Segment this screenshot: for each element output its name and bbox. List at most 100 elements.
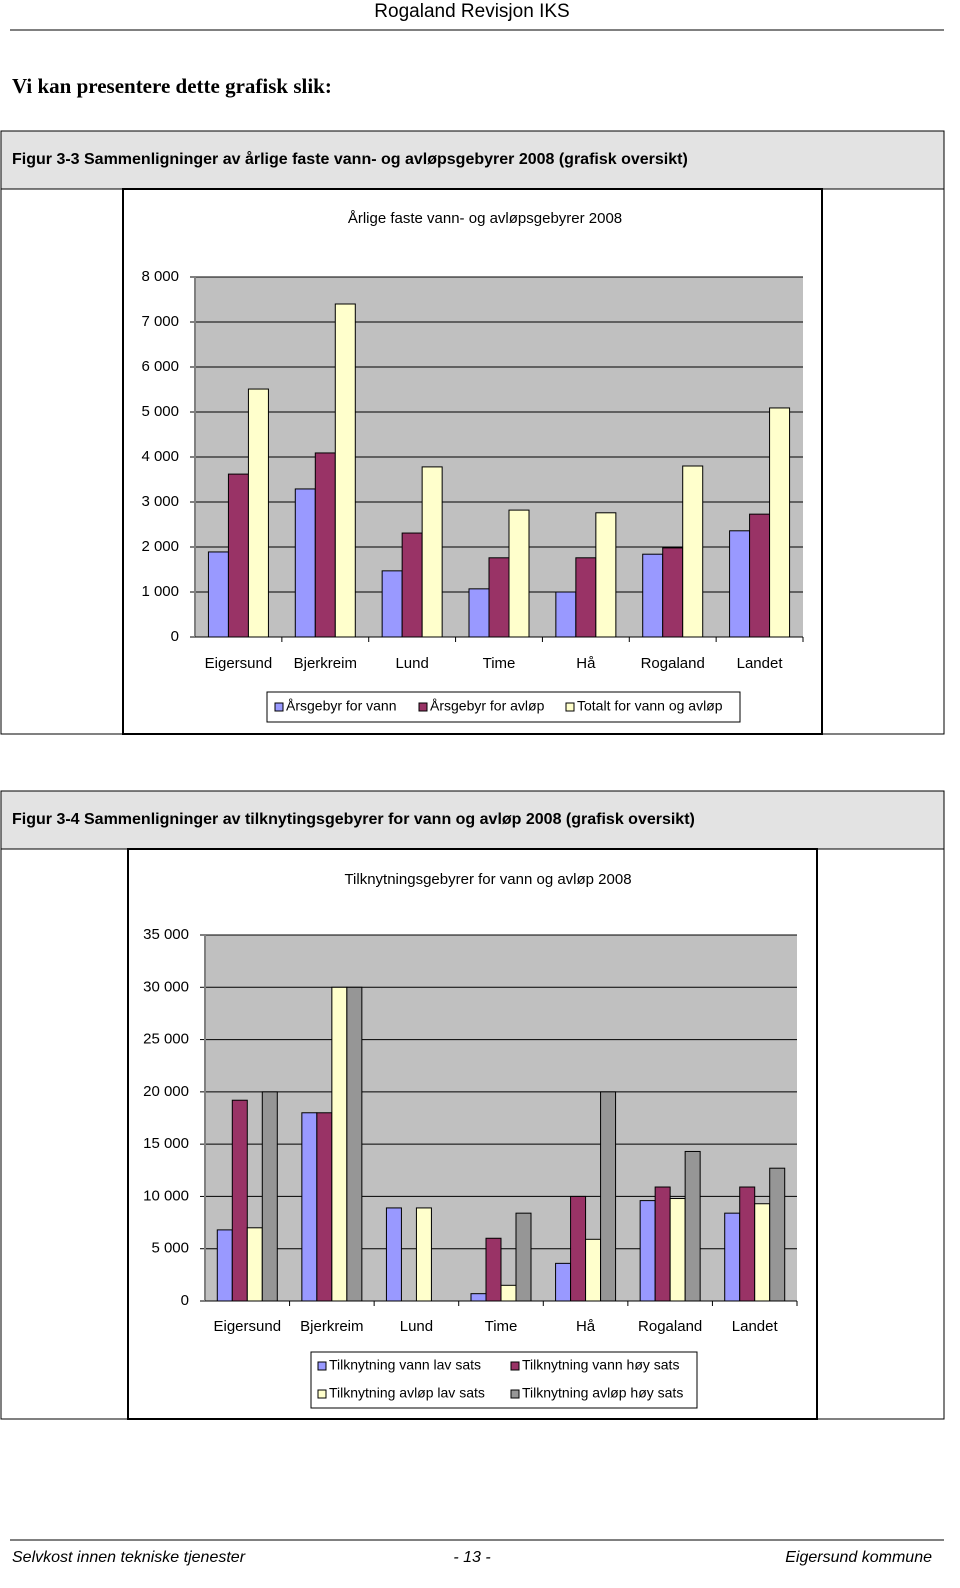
page-header: Rogaland Revisjon IKS — [374, 1, 569, 22]
y-tick-label: 30 000 — [143, 978, 189, 995]
legend-box — [310, 1351, 698, 1409]
bar — [769, 407, 791, 638]
bar — [595, 512, 617, 638]
bar — [468, 588, 490, 638]
bar — [227, 473, 249, 638]
bar — [585, 1238, 602, 1302]
legend-swatch — [317, 1361, 327, 1371]
bar — [301, 1112, 318, 1302]
bar — [575, 557, 597, 638]
bar — [415, 1207, 432, 1302]
y-tick-label: 25 000 — [143, 1031, 189, 1048]
bar — [314, 452, 336, 638]
bar — [316, 1112, 333, 1302]
y-tick-label: 10 000 — [143, 1187, 189, 1204]
legend-label: Årsgebyr for vann — [286, 698, 397, 714]
y-tick-label: 0 — [171, 628, 179, 645]
legend-swatch — [510, 1389, 520, 1399]
bar — [729, 530, 751, 638]
bar — [231, 1099, 248, 1302]
y-tick-label: 15 000 — [143, 1135, 189, 1152]
bar — [769, 1167, 786, 1302]
bar — [669, 1198, 686, 1302]
bar — [600, 1091, 617, 1302]
x-tick-label: Hå — [576, 1318, 596, 1335]
x-tick-label: Bjerkreim — [300, 1318, 363, 1335]
legend-swatch — [418, 702, 428, 712]
bar — [470, 1293, 487, 1302]
bar — [754, 1203, 771, 1302]
bar — [682, 465, 704, 638]
chart-title: Tilknytningsgebyrer for vann og avløp 20… — [344, 871, 631, 888]
legend-label: Tilknytning vann lav sats — [329, 1357, 481, 1373]
bar — [662, 547, 684, 638]
bar — [294, 488, 316, 638]
bar — [246, 1227, 263, 1302]
x-tick-label: Eigersund — [214, 1318, 282, 1335]
x-tick-label: Landet — [737, 655, 784, 672]
y-tick-label: 8 000 — [141, 268, 179, 285]
bar — [381, 570, 403, 638]
legend-box — [266, 691, 741, 723]
bar — [500, 1284, 517, 1302]
bar — [508, 509, 530, 638]
bar — [684, 1150, 701, 1302]
caption-band — [0, 790, 945, 850]
legend-label: Tilknytning vann høy sats — [522, 1357, 679, 1373]
x-tick-label: Lund — [400, 1318, 433, 1335]
x-tick-label: Rogaland — [641, 655, 705, 672]
figure-caption: Figur 3-3 Sammenligninger av årlige fast… — [12, 150, 688, 168]
x-tick-label: Eigersund — [205, 655, 273, 672]
bar — [331, 986, 348, 1302]
bar — [724, 1212, 741, 1302]
y-tick-label: 4 000 — [141, 448, 179, 465]
legend-label: Tilknytning avløp høy sats — [522, 1385, 683, 1401]
y-tick-label: 20 000 — [143, 1083, 189, 1100]
bar — [654, 1186, 671, 1302]
y-tick-label: 2 000 — [141, 538, 179, 555]
x-tick-label: Hå — [576, 655, 596, 672]
bar — [334, 303, 356, 638]
bar — [642, 553, 664, 638]
x-tick-label: Time — [483, 655, 516, 672]
bar — [570, 1195, 587, 1302]
y-tick-label: 1 000 — [141, 583, 179, 600]
chart-title: Årlige faste vann- og avløpsgebyrer 2008 — [348, 210, 622, 227]
y-tick-label: 6 000 — [141, 358, 179, 375]
bar — [485, 1237, 502, 1302]
x-tick-label: Time — [485, 1318, 518, 1335]
legend-swatch — [510, 1361, 520, 1371]
bar — [555, 1262, 572, 1302]
bar — [207, 551, 229, 638]
legend-label: Årsgebyr for avløp — [430, 698, 545, 714]
y-tick-label: 0 — [181, 1292, 189, 1309]
bar — [749, 513, 771, 638]
footer-left: Selvkost innen tekniske tjenester — [12, 1549, 246, 1566]
bar — [261, 1091, 278, 1302]
legend-label: Totalt for vann og avløp — [577, 698, 723, 714]
x-tick-label: Bjerkreim — [294, 655, 357, 672]
bar — [739, 1186, 756, 1302]
bar — [401, 532, 423, 638]
x-tick-label: Rogaland — [638, 1318, 702, 1335]
intro-text: Vi kan presentere dette grafisk slik: — [12, 74, 332, 98]
bar — [555, 591, 577, 638]
footer-right: Eigersund kommune — [785, 1549, 932, 1566]
legend-swatch — [317, 1389, 327, 1399]
y-tick-label: 7 000 — [141, 313, 179, 330]
figure-caption: Figur 3-4 Sammenligninger av tilknytings… — [12, 811, 695, 828]
x-tick-label: Landet — [732, 1318, 779, 1335]
legend-label: Tilknytning avløp lav sats — [329, 1385, 485, 1401]
bar — [639, 1200, 656, 1302]
legend-swatch — [565, 702, 575, 712]
footer-center: - 13 - — [453, 1549, 490, 1566]
bar — [385, 1207, 402, 1302]
x-tick-label: Lund — [395, 655, 428, 672]
bar — [515, 1212, 532, 1302]
y-tick-label: 3 000 — [141, 493, 179, 510]
bar — [421, 466, 443, 638]
bar — [346, 986, 363, 1302]
y-tick-label: 5 000 — [141, 403, 179, 420]
bar — [247, 388, 269, 638]
